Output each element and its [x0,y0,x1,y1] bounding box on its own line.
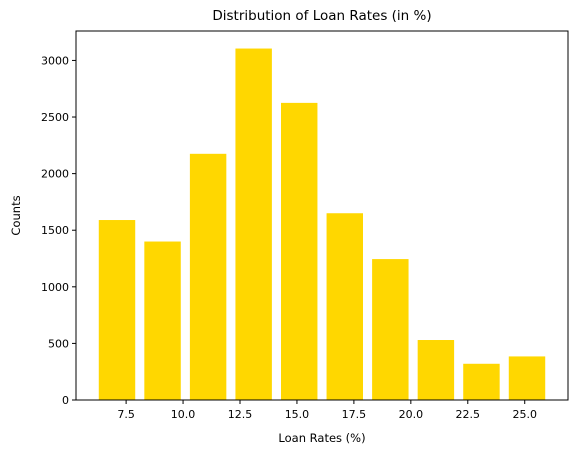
bar [144,241,181,400]
chart-title: Distribution of Loan Rates (in %) [212,8,431,24]
x-tick-label: 25.0 [512,408,537,421]
y-axis-ticks: 0 500 1000 1500 2000 2500 3000 [41,54,76,407]
x-axis-ticks: 7.5 10.0 12.5 15.0 17.5 20.0 22.5 25.0 [117,400,537,421]
y-tick-label: 500 [48,337,69,350]
plot-frame [75,30,569,401]
x-tick-label: 10.0 [171,408,196,421]
x-tick-label: 15.0 [285,408,310,421]
y-axis-label: Counts [9,195,23,235]
y-tick-label: 2500 [41,111,69,124]
bar [508,356,546,400]
y-tick-label: 0 [62,394,69,407]
bar [98,220,136,400]
bar [235,48,272,400]
x-tick-label: 12.5 [228,408,253,421]
bar [417,340,455,400]
y-tick-label: 2000 [41,168,69,181]
bar [281,102,318,400]
x-tick-label: 17.5 [342,408,367,421]
bar [463,363,500,400]
x-axis-label: Loan Rates (%) [278,431,365,445]
y-tick-label: 1000 [41,281,69,294]
bar [326,213,363,400]
y-tick-label: 3000 [41,54,69,67]
x-tick-label: 7.5 [117,408,135,421]
y-tick-label: 1500 [41,224,69,237]
bar [372,259,409,400]
bars-group [98,48,546,400]
x-tick-label: 20.0 [399,408,424,421]
bar [189,153,227,400]
x-tick-label: 22.5 [456,408,481,421]
